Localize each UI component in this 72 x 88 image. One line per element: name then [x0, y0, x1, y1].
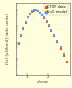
Y-axis label: f(v) [s3/km3] (arb. units): f(v) [s3/km3] (arb. units) [6, 13, 10, 64]
X-axis label: v/vsw: v/vsw [37, 80, 49, 84]
Legend: CTOF data, V=0 model: CTOF data, V=0 model [44, 4, 68, 15]
